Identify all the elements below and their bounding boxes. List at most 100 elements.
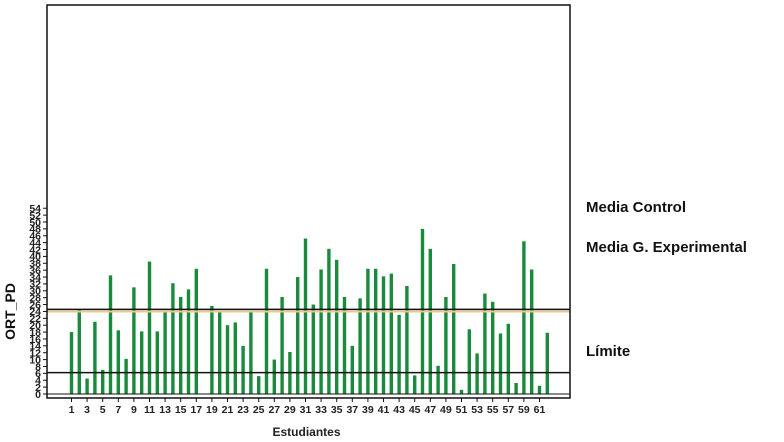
y-tick-label: 20 (29, 320, 41, 332)
x-tick-label: 33 (315, 404, 327, 416)
x-tick-label: 15 (175, 404, 187, 416)
bar (374, 268, 378, 394)
bar (264, 268, 269, 394)
y-tick-label: 44 (29, 237, 41, 249)
bar (537, 385, 542, 394)
bar (140, 331, 144, 394)
y-tick-label: 54 (29, 203, 41, 215)
y-tick-label: 18 (29, 327, 41, 339)
x-tick-label: 17 (190, 404, 202, 416)
x-tick-label: 51 (456, 404, 468, 416)
x-tick-label: 21 (222, 404, 234, 416)
bar (249, 311, 253, 394)
y-tick-label: 38 (29, 258, 41, 270)
x-tick-label: 11 (144, 404, 155, 416)
bar (210, 305, 214, 394)
bar (194, 268, 198, 394)
x-tick-label: 35 (331, 404, 343, 416)
y-tick-label: 10 (29, 354, 41, 366)
bar (459, 389, 464, 394)
bar (303, 238, 308, 394)
x-tick-label: 23 (237, 404, 249, 416)
bar (530, 269, 534, 394)
bar (280, 296, 284, 394)
bar (186, 289, 191, 394)
bar (342, 296, 347, 394)
bar (108, 275, 113, 394)
bar (350, 345, 354, 394)
bar (545, 332, 549, 394)
y-tick-label: 8 (35, 361, 41, 373)
x-tick-label: 19 (206, 404, 218, 416)
reference-line-label: Límite (586, 343, 630, 360)
x-tick-label: 39 (362, 404, 374, 416)
bar (467, 329, 471, 394)
bar (358, 298, 362, 394)
bar (163, 312, 167, 394)
x-tick-label: 53 (471, 404, 483, 416)
y-tick-label: 26 (29, 299, 41, 311)
y-tick-label: 52 (29, 210, 41, 222)
y-tick-label: 12 (29, 348, 41, 360)
plot-frame (46, 4, 571, 399)
bar (116, 330, 120, 394)
bar (514, 382, 518, 394)
bar (241, 345, 245, 394)
x-tick-label: 7 (115, 404, 121, 416)
reference-line-label: Media G. Experimental (586, 239, 747, 256)
x-tick-label: 57 (502, 404, 514, 416)
bar (506, 323, 510, 394)
bar (311, 304, 315, 394)
bar (179, 296, 183, 394)
y-tick-label: 36 (29, 265, 41, 277)
x-tick-label: 47 (424, 404, 436, 416)
y-tick-label: 50 (29, 217, 41, 229)
x-tick-label: 5 (100, 404, 106, 416)
bar (225, 325, 230, 394)
y-tick-label: 14 (29, 341, 41, 353)
bar (69, 332, 74, 394)
y-tick-label: 46 (29, 231, 41, 243)
bar (319, 269, 323, 394)
x-tick-label: 3 (84, 404, 90, 416)
x-tick-label: 27 (268, 404, 280, 416)
bar (522, 241, 526, 394)
bar (124, 358, 128, 394)
bar (233, 322, 237, 394)
bar (475, 353, 479, 394)
bar (93, 321, 97, 394)
bar (257, 376, 261, 394)
y-tick-label: 32 (29, 279, 41, 291)
bar (147, 261, 152, 394)
x-tick-label: 45 (409, 404, 421, 416)
bar (327, 248, 331, 394)
bar (77, 309, 81, 394)
y-tick-label: 2 (35, 382, 41, 394)
bar (296, 277, 300, 394)
x-tick-label: 1 (69, 404, 75, 416)
bar (101, 369, 105, 394)
reference-line-label: Media Control (586, 199, 686, 216)
x-tick-label: 55 (487, 404, 499, 416)
x-tick-label: 31 (300, 404, 312, 416)
y-tick-label: 28 (29, 292, 41, 304)
bar (405, 285, 409, 394)
bar (389, 273, 393, 394)
x-axis-ticks: 1 3 5 7 9 11 13 15 17 19 21 23 25 27 29 31 33 35 37 39 41 43 4… (69, 398, 546, 416)
x-axis-title: Estudiantes (272, 425, 340, 439)
y-axis-title: ORT_PD (2, 283, 18, 340)
x-tick-label: 37 (346, 404, 358, 416)
bar (444, 296, 448, 394)
y-tick-label: 48 (29, 224, 41, 236)
y-tick-label: 6 (35, 368, 41, 380)
bar (366, 268, 370, 394)
y-tick-label: 4 (35, 375, 41, 387)
bar (132, 287, 136, 394)
bar (155, 331, 159, 394)
bar (483, 293, 487, 394)
x-tick-label: 61 (534, 404, 546, 416)
bar (171, 283, 175, 394)
y-tick-label: 22 (29, 313, 41, 325)
y-tick-label: 24 (29, 306, 41, 318)
x-tick-label: 59 (518, 404, 530, 416)
